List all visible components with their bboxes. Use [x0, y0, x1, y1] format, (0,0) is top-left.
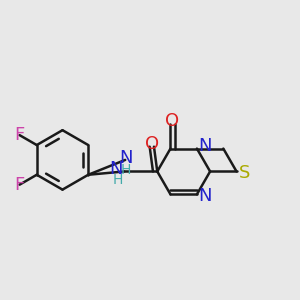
Text: N: N [199, 137, 212, 155]
Text: N: N [199, 187, 212, 205]
Text: F: F [14, 176, 25, 194]
Text: S: S [238, 164, 250, 182]
Text: F: F [14, 126, 25, 144]
Text: N: N [110, 160, 123, 178]
Text: H: H [121, 163, 131, 177]
Text: H: H [112, 173, 123, 187]
Text: N: N [119, 149, 133, 167]
Text: O: O [145, 135, 159, 153]
Text: O: O [165, 112, 179, 130]
